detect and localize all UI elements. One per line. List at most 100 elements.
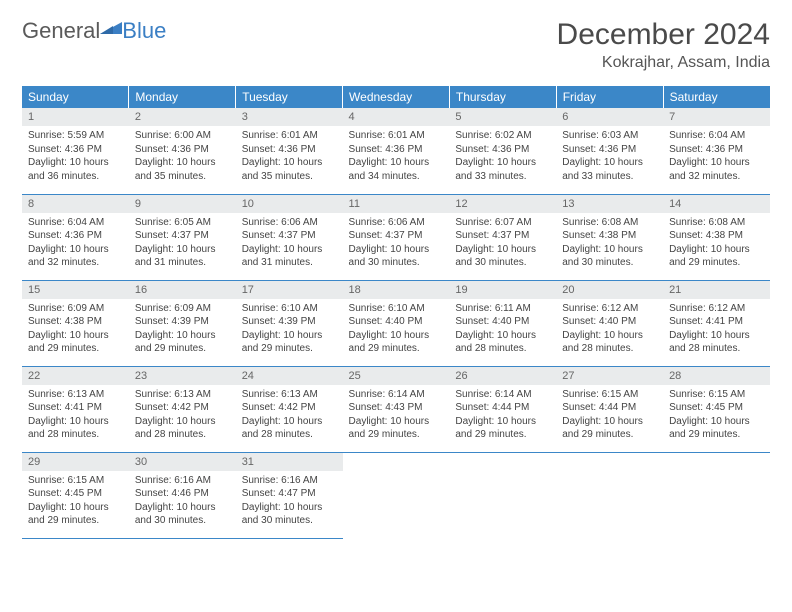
calendar-day: 20Sunrise: 6:12 AMSunset: 4:40 PMDayligh… (556, 280, 663, 366)
day-number: 8 (22, 195, 129, 213)
sunset: Sunset: 4:40 PM (562, 315, 657, 329)
calendar-day: 29Sunrise: 6:15 AMSunset: 4:45 PMDayligh… (22, 452, 129, 538)
sunset: Sunset: 4:36 PM (28, 229, 123, 243)
daylight: Daylight: 10 hours and 29 minutes. (349, 415, 444, 442)
sunrise: Sunrise: 6:05 AM (135, 216, 230, 230)
daylight: Daylight: 10 hours and 33 minutes. (562, 156, 657, 183)
calendar-day: 13Sunrise: 6:08 AMSunset: 4:38 PMDayligh… (556, 194, 663, 280)
calendar-day: 15Sunrise: 6:09 AMSunset: 4:38 PMDayligh… (22, 280, 129, 366)
sunset: Sunset: 4:36 PM (28, 143, 123, 157)
sunset: Sunset: 4:38 PM (562, 229, 657, 243)
calendar-day: 16Sunrise: 6:09 AMSunset: 4:39 PMDayligh… (129, 280, 236, 366)
day-number: 9 (129, 195, 236, 213)
day-info: Sunrise: 6:10 AMSunset: 4:39 PMDaylight:… (236, 299, 343, 360)
daylight: Daylight: 10 hours and 29 minutes. (669, 243, 764, 270)
day-number: 29 (22, 453, 129, 471)
weekday-header: Monday (129, 86, 236, 108)
sunrise: Sunrise: 6:08 AM (669, 216, 764, 230)
daylight: Daylight: 10 hours and 28 minutes. (455, 329, 550, 356)
day-info: Sunrise: 6:15 AMSunset: 4:45 PMDaylight:… (663, 385, 770, 446)
sunset: Sunset: 4:36 PM (349, 143, 444, 157)
sunset: Sunset: 4:45 PM (28, 487, 123, 501)
day-info: Sunrise: 6:04 AMSunset: 4:36 PMDaylight:… (663, 126, 770, 187)
calendar-day: 3Sunrise: 6:01 AMSunset: 4:36 PMDaylight… (236, 108, 343, 194)
day-info: Sunrise: 5:59 AMSunset: 4:36 PMDaylight:… (22, 126, 129, 187)
day-info: Sunrise: 6:00 AMSunset: 4:36 PMDaylight:… (129, 126, 236, 187)
day-number: 17 (236, 281, 343, 299)
sunset: Sunset: 4:41 PM (28, 401, 123, 415)
location: Kokrajhar, Assam, India (557, 54, 770, 72)
logo-triangle-icon (100, 20, 122, 43)
day-number: 14 (663, 195, 770, 213)
day-number: 23 (129, 367, 236, 385)
sunrise: Sunrise: 6:11 AM (455, 302, 550, 316)
sunrise: Sunrise: 6:07 AM (455, 216, 550, 230)
day-number: 11 (343, 195, 450, 213)
daylight: Daylight: 10 hours and 30 minutes. (562, 243, 657, 270)
day-info: Sunrise: 6:06 AMSunset: 4:37 PMDaylight:… (236, 213, 343, 274)
calendar-day: 24Sunrise: 6:13 AMSunset: 4:42 PMDayligh… (236, 366, 343, 452)
sunset: Sunset: 4:45 PM (669, 401, 764, 415)
calendar-day: 21Sunrise: 6:12 AMSunset: 4:41 PMDayligh… (663, 280, 770, 366)
day-info: Sunrise: 6:13 AMSunset: 4:41 PMDaylight:… (22, 385, 129, 446)
calendar-body: 1Sunrise: 5:59 AMSunset: 4:36 PMDaylight… (22, 108, 770, 538)
sunset: Sunset: 4:39 PM (135, 315, 230, 329)
calendar-day: 5Sunrise: 6:02 AMSunset: 4:36 PMDaylight… (449, 108, 556, 194)
sunrise: Sunrise: 5:59 AM (28, 129, 123, 143)
day-number: 20 (556, 281, 663, 299)
sunset: Sunset: 4:47 PM (242, 487, 337, 501)
weekday-header: Tuesday (236, 86, 343, 108)
daylight: Daylight: 10 hours and 28 minutes. (242, 415, 337, 442)
calendar-day: 23Sunrise: 6:13 AMSunset: 4:42 PMDayligh… (129, 366, 236, 452)
daylight: Daylight: 10 hours and 29 minutes. (135, 329, 230, 356)
calendar-day: 9Sunrise: 6:05 AMSunset: 4:37 PMDaylight… (129, 194, 236, 280)
calendar-day: 27Sunrise: 6:15 AMSunset: 4:44 PMDayligh… (556, 366, 663, 452)
sunrise: Sunrise: 6:13 AM (242, 388, 337, 402)
sunset: Sunset: 4:36 PM (669, 143, 764, 157)
day-number: 1 (22, 108, 129, 126)
day-info: Sunrise: 6:07 AMSunset: 4:37 PMDaylight:… (449, 213, 556, 274)
calendar-week: 29Sunrise: 6:15 AMSunset: 4:45 PMDayligh… (22, 452, 770, 538)
sunrise: Sunrise: 6:14 AM (349, 388, 444, 402)
day-number: 24 (236, 367, 343, 385)
sunset: Sunset: 4:36 PM (242, 143, 337, 157)
daylight: Daylight: 10 hours and 28 minutes. (135, 415, 230, 442)
sunset: Sunset: 4:39 PM (242, 315, 337, 329)
daylight: Daylight: 10 hours and 30 minutes. (349, 243, 444, 270)
daylight: Daylight: 10 hours and 28 minutes. (669, 329, 764, 356)
weekday-header: Wednesday (343, 86, 450, 108)
day-info: Sunrise: 6:02 AMSunset: 4:36 PMDaylight:… (449, 126, 556, 187)
daylight: Daylight: 10 hours and 31 minutes. (135, 243, 230, 270)
sunrise: Sunrise: 6:15 AM (28, 474, 123, 488)
calendar-day (556, 452, 663, 538)
sunset: Sunset: 4:40 PM (349, 315, 444, 329)
day-number: 2 (129, 108, 236, 126)
calendar-day: 31Sunrise: 6:16 AMSunset: 4:47 PMDayligh… (236, 452, 343, 538)
sunrise: Sunrise: 6:10 AM (349, 302, 444, 316)
daylight: Daylight: 10 hours and 29 minutes. (669, 415, 764, 442)
day-number: 21 (663, 281, 770, 299)
calendar-day: 26Sunrise: 6:14 AMSunset: 4:44 PMDayligh… (449, 366, 556, 452)
day-number: 15 (22, 281, 129, 299)
day-info: Sunrise: 6:12 AMSunset: 4:41 PMDaylight:… (663, 299, 770, 360)
daylight: Daylight: 10 hours and 32 minutes. (28, 243, 123, 270)
calendar-table: SundayMondayTuesdayWednesdayThursdayFrid… (22, 86, 770, 539)
day-info: Sunrise: 6:08 AMSunset: 4:38 PMDaylight:… (556, 213, 663, 274)
sunrise: Sunrise: 6:16 AM (135, 474, 230, 488)
daylight: Daylight: 10 hours and 28 minutes. (562, 329, 657, 356)
sunrise: Sunrise: 6:10 AM (242, 302, 337, 316)
calendar-day: 25Sunrise: 6:14 AMSunset: 4:43 PMDayligh… (343, 366, 450, 452)
calendar-day: 14Sunrise: 6:08 AMSunset: 4:38 PMDayligh… (663, 194, 770, 280)
logo-blue: Blue (122, 18, 166, 44)
calendar-day: 7Sunrise: 6:04 AMSunset: 4:36 PMDaylight… (663, 108, 770, 194)
day-info: Sunrise: 6:05 AMSunset: 4:37 PMDaylight:… (129, 213, 236, 274)
day-number: 18 (343, 281, 450, 299)
sunset: Sunset: 4:43 PM (349, 401, 444, 415)
day-info: Sunrise: 6:16 AMSunset: 4:46 PMDaylight:… (129, 471, 236, 532)
sunrise: Sunrise: 6:02 AM (455, 129, 550, 143)
daylight: Daylight: 10 hours and 35 minutes. (242, 156, 337, 183)
calendar-day: 11Sunrise: 6:06 AMSunset: 4:37 PMDayligh… (343, 194, 450, 280)
calendar-day: 4Sunrise: 6:01 AMSunset: 4:36 PMDaylight… (343, 108, 450, 194)
calendar-day: 19Sunrise: 6:11 AMSunset: 4:40 PMDayligh… (449, 280, 556, 366)
calendar-day (449, 452, 556, 538)
